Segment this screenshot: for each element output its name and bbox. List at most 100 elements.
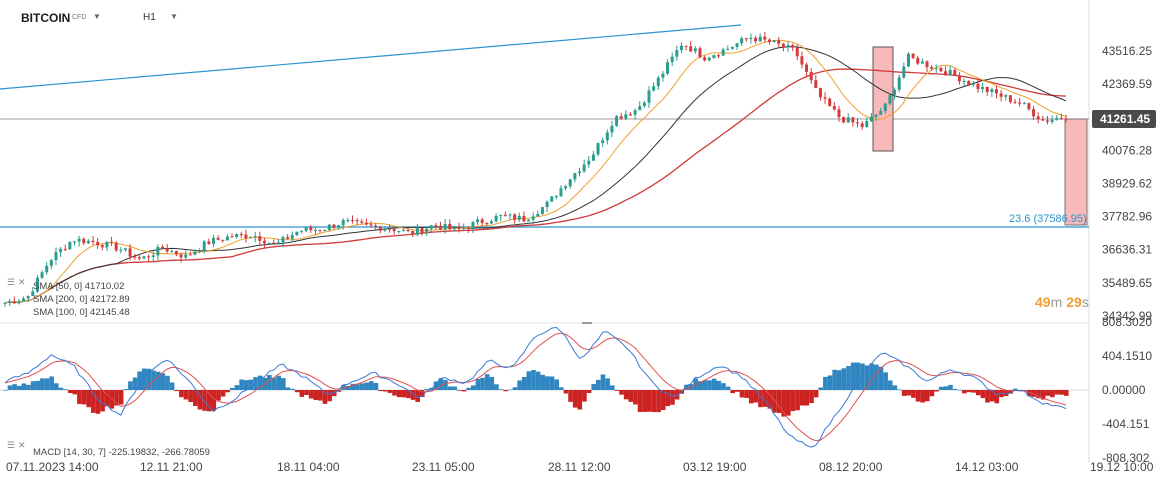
macd-histogram-bar: [938, 386, 944, 390]
candle-body: [879, 111, 883, 115]
macd-remove-icon[interactable]: ✕: [18, 440, 26, 450]
macd-tick-label: -808.302: [1102, 451, 1150, 465]
candle-body: [1008, 95, 1012, 102]
candle-body: [290, 235, 294, 239]
candle-body: [462, 228, 466, 230]
candle-body: [1013, 101, 1017, 103]
remove-icon[interactable]: ✕: [18, 277, 26, 287]
candle-body: [221, 239, 225, 241]
candle-body: [133, 256, 137, 258]
macd-histogram-bar: [651, 390, 657, 413]
candle-body: [300, 230, 304, 232]
macd-histogram-bar: [424, 389, 430, 390]
time-tick-label: 14.12 03:00: [955, 460, 1019, 474]
candle-body: [415, 227, 419, 235]
time-tick-label: 23.11 05:00: [412, 460, 475, 474]
macd-histogram-bar: [433, 381, 439, 390]
macd-histogram-bar: [702, 380, 708, 390]
macd-histogram-bar: [285, 387, 291, 390]
macd-histogram-bar: [114, 390, 119, 406]
chart-toolbar: BITCOIN CFD ▼ H1 ▼: [0, 0, 1161, 34]
macd-histogram-bar: [160, 373, 166, 390]
candle-body: [1018, 102, 1022, 104]
candle-body: [800, 56, 804, 65]
macd-histogram-bar: [35, 380, 41, 390]
candle-body: [545, 201, 549, 208]
candle-body: [443, 223, 447, 230]
candle-body: [165, 248, 169, 252]
macd-histogram-bar: [711, 378, 717, 390]
macd-histogram-bar: [239, 379, 244, 390]
timeframe-dropdown-icon[interactable]: ▼: [170, 12, 178, 21]
candle-body: [364, 222, 368, 225]
candle-body: [156, 246, 160, 256]
macd-histogram-bar: [169, 382, 175, 390]
candle-body: [888, 94, 892, 104]
macd-histogram-bar: [957, 389, 963, 391]
candle-body: [105, 241, 109, 248]
candle-body: [610, 125, 614, 133]
macd-histogram-bar: [545, 376, 550, 390]
candle-body: [170, 250, 174, 252]
time-axis: 07.11.2023 14:00 12.11 21:00 18.11 04:00 23…: [6, 460, 1154, 474]
candle-body: [615, 116, 619, 126]
candle-body: [22, 298, 26, 302]
macd-histogram-bar: [897, 389, 902, 391]
macd-histogram-bar: [786, 390, 791, 416]
macd-histogram-bar: [1031, 390, 1037, 397]
highlight-box-drop[interactable]: [872, 46, 894, 152]
candle-body: [82, 238, 86, 244]
symbol-dropdown-icon[interactable]: ▼: [93, 12, 101, 21]
candle-body: [962, 81, 966, 83]
candle-body: [374, 225, 378, 227]
candle-body: [225, 236, 229, 241]
macd-histogram-bar: [86, 390, 91, 408]
candle-body: [591, 154, 595, 161]
candle-body: [123, 248, 127, 250]
candle-body: [355, 220, 359, 222]
time-tick-label: 12.11 21:00: [140, 460, 203, 474]
macd-histogram-bar: [466, 387, 471, 390]
candle-body: [1059, 117, 1063, 119]
candle-body: [211, 237, 215, 244]
macd-histogram-bar: [836, 370, 842, 390]
macd-histogram-bar: [739, 390, 745, 398]
candle-body: [805, 64, 809, 72]
candle-body: [828, 98, 832, 107]
macd-settings-icon[interactable]: ☰: [7, 440, 15, 450]
macd-histogram-bar: [772, 390, 777, 413]
candle-body: [253, 236, 257, 238]
macd-histogram-bar: [563, 390, 569, 394]
settings-icon[interactable]: ☰: [7, 277, 15, 287]
candle-body: [388, 228, 392, 230]
timeframe-selector[interactable]: H1: [143, 12, 156, 23]
trend-line[interactable]: [0, 24, 742, 90]
candle-body: [378, 226, 382, 231]
macd-histogram-bar: [392, 390, 397, 396]
macd-signal-line: [4, 332, 1067, 442]
macd-histogram-bar: [864, 365, 870, 390]
symbol-name[interactable]: BITCOIN: [21, 11, 71, 25]
macd-histogram-bar: [647, 390, 652, 412]
candle-body: [564, 186, 568, 189]
highlight-box-target[interactable]: [1064, 118, 1088, 226]
candle-body: [754, 37, 758, 42]
candle-body: [781, 43, 785, 48]
candle-body: [457, 227, 461, 229]
candle-body: [948, 69, 952, 76]
candle-body: [990, 89, 994, 93]
candle-body: [174, 250, 178, 255]
candle-body: [68, 241, 72, 250]
macd-histogram-bar: [521, 377, 527, 390]
macd-histogram-bar: [582, 390, 587, 402]
macd-histogram-bar: [461, 390, 467, 392]
macd-histogram-bar: [975, 390, 981, 396]
candle-body: [262, 240, 266, 244]
macd-histogram-bar: [350, 383, 356, 390]
current-price-badge-bg: [1092, 110, 1156, 128]
candle-body: [406, 230, 410, 232]
macd-histogram-bar: [183, 390, 189, 400]
candle-body: [675, 50, 679, 57]
candle-body: [1032, 109, 1036, 117]
